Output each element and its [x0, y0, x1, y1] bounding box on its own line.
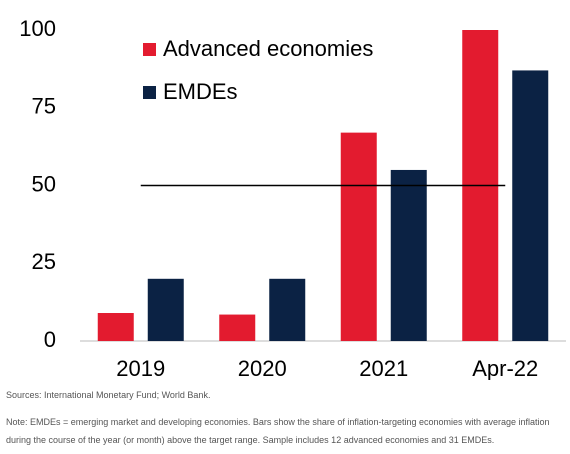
chart: 0 25 50 75 100 2019 2020 2021 Apr-22 Advanced eco…	[19, 16, 566, 381]
legend-label: EMDEs	[163, 79, 238, 104]
note: Note: EMDEs = emerging market and develo…	[6, 417, 550, 445]
y-tick-label: 50	[32, 171, 56, 196]
sources: Sources: International Monetary Fund; Wo…	[6, 390, 211, 400]
legend-swatch	[143, 43, 156, 56]
bar	[269, 278, 306, 341]
x-tick-label: 2019	[116, 356, 165, 380]
x-tick-label: 2020	[238, 356, 287, 380]
y-tick-label: 100	[19, 16, 56, 41]
bar	[97, 313, 134, 341]
x-tick-label: 2021	[359, 356, 408, 380]
bar	[147, 278, 184, 341]
y-tick-label: 0	[44, 327, 56, 352]
bar	[512, 70, 549, 342]
bar	[219, 314, 256, 341]
x-tick-label: Apr-22	[472, 356, 538, 380]
y-tick-label: 75	[32, 94, 56, 119]
legend-swatch	[143, 86, 156, 99]
y-tick-label: 25	[32, 249, 56, 274]
legend-label: Advanced economies	[163, 36, 373, 61]
bar	[390, 169, 427, 341]
bar	[340, 132, 377, 341]
